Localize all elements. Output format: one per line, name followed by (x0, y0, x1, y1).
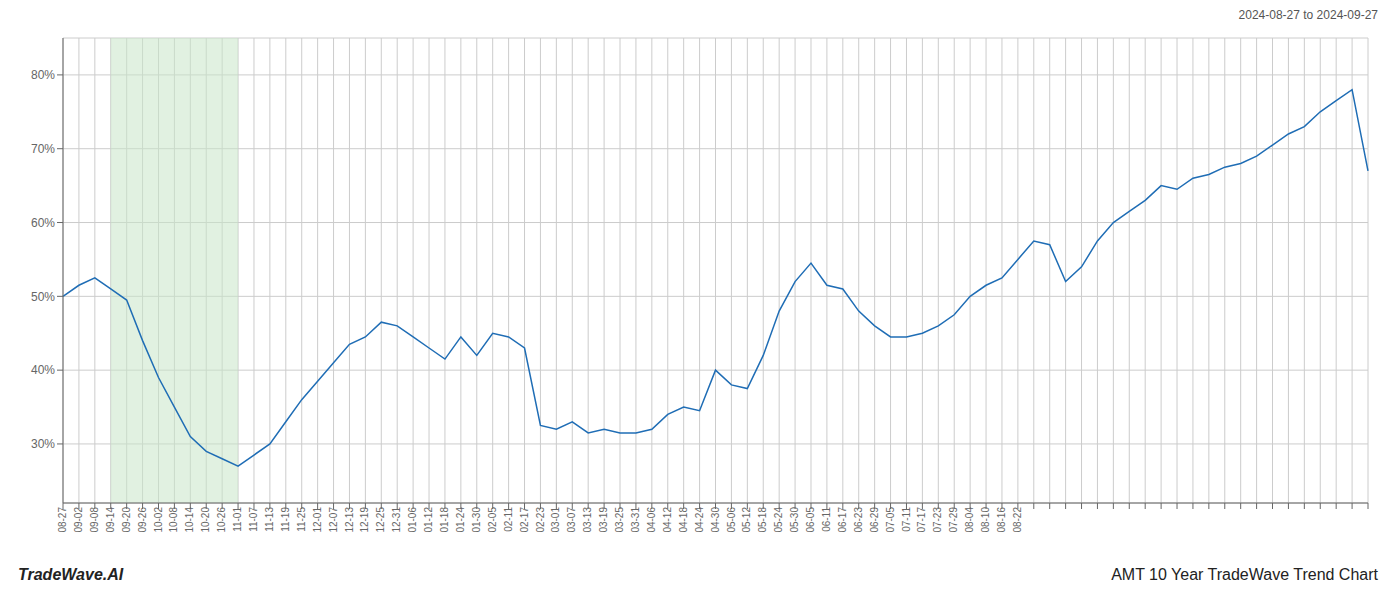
svg-text:06-11: 06-11 (821, 507, 832, 532)
svg-text:06-05: 06-05 (805, 507, 816, 533)
svg-text:04-12: 04-12 (662, 507, 673, 533)
svg-text:10-14: 10-14 (184, 507, 195, 533)
svg-text:05-12: 05-12 (741, 507, 752, 533)
svg-text:05-30: 05-30 (789, 507, 800, 533)
svg-text:06-29: 06-29 (869, 507, 880, 533)
svg-text:01-12: 01-12 (423, 507, 434, 533)
svg-text:12-31: 12-31 (391, 507, 402, 533)
svg-text:04-30: 04-30 (710, 507, 721, 533)
svg-text:40%: 40% (31, 363, 55, 377)
svg-text:07-23: 07-23 (932, 507, 943, 533)
svg-text:09-02: 09-02 (73, 507, 84, 533)
svg-text:10-26: 10-26 (216, 507, 227, 533)
html-text:2024-08-27 to 2024-09-27: 2024-08-27 to 2024-09-27 (1238, 8, 1378, 22)
svg-text:04-24: 04-24 (694, 507, 705, 533)
svg-text:50%: 50% (31, 290, 55, 304)
svg-text:01-06: 01-06 (407, 507, 418, 533)
svg-text:03-13: 03-13 (582, 507, 593, 533)
svg-text:06-23: 06-23 (853, 507, 864, 533)
html-text:TradeWave.AI: TradeWave.AI (18, 566, 124, 583)
svg-text:11-01: 11-01 (232, 507, 243, 532)
svg-text:02-11: 02-11 (503, 507, 514, 532)
svg-text:08-10: 08-10 (980, 507, 991, 533)
svg-text:10-20: 10-20 (200, 507, 211, 533)
svg-text:05-18: 05-18 (757, 507, 768, 533)
svg-text:07-29: 07-29 (948, 507, 959, 533)
svg-text:09-20: 09-20 (121, 507, 132, 533)
svg-text:03-19: 03-19 (598, 507, 609, 533)
svg-text:01-18: 01-18 (439, 507, 450, 533)
svg-text:02-17: 02-17 (519, 507, 530, 533)
svg-text:12-01: 12-01 (312, 507, 323, 533)
svg-text:11-13: 11-13 (264, 507, 275, 532)
svg-text:60%: 60% (31, 216, 55, 230)
svg-text:09-08: 09-08 (89, 507, 100, 533)
svg-text:10-08: 10-08 (169, 507, 180, 533)
svg-text:30%: 30% (31, 437, 55, 451)
svg-text:07-11: 07-11 (901, 507, 912, 532)
svg-text:07-05: 07-05 (885, 507, 896, 533)
svg-text:05-06: 05-06 (726, 507, 737, 533)
svg-text:04-18: 04-18 (678, 507, 689, 533)
svg-text:08-16: 08-16 (996, 507, 1007, 533)
svg-text:12-07: 12-07 (328, 507, 339, 533)
svg-text:10-02: 10-02 (153, 507, 164, 533)
svg-text:03-31: 03-31 (630, 507, 641, 533)
svg-text:01-24: 01-24 (455, 507, 466, 533)
svg-text:03-01: 03-01 (550, 507, 561, 533)
svg-text:08-04: 08-04 (964, 507, 975, 533)
html-text:AMT 10 Year TradeWave Trend Ch: AMT 10 Year TradeWave Trend Chart (1111, 566, 1378, 583)
svg-text:03-07: 03-07 (566, 507, 577, 533)
svg-text:12-19: 12-19 (359, 507, 370, 533)
svg-text:09-14: 09-14 (105, 507, 116, 533)
svg-text:11-07: 11-07 (248, 507, 259, 532)
svg-text:09-26: 09-26 (137, 507, 148, 533)
svg-text:11-19: 11-19 (280, 507, 291, 532)
svg-text:04-06: 04-06 (646, 507, 657, 533)
svg-text:08-22: 08-22 (1012, 507, 1023, 533)
svg-text:12-13: 12-13 (344, 507, 355, 533)
svg-text:12-25: 12-25 (375, 507, 386, 533)
svg-text:02-05: 02-05 (487, 507, 498, 533)
svg-text:01-30: 01-30 (471, 507, 482, 533)
svg-text:02-23: 02-23 (535, 507, 546, 533)
svg-text:11-25: 11-25 (296, 507, 307, 532)
svg-text:70%: 70% (31, 142, 55, 156)
svg-text:06-17: 06-17 (837, 507, 848, 533)
svg-text:03-25: 03-25 (614, 507, 625, 533)
svg-text:07-17: 07-17 (916, 507, 927, 533)
svg-text:80%: 80% (31, 68, 55, 82)
svg-text:08-27: 08-27 (57, 507, 68, 533)
svg-text:05-24: 05-24 (773, 507, 784, 533)
